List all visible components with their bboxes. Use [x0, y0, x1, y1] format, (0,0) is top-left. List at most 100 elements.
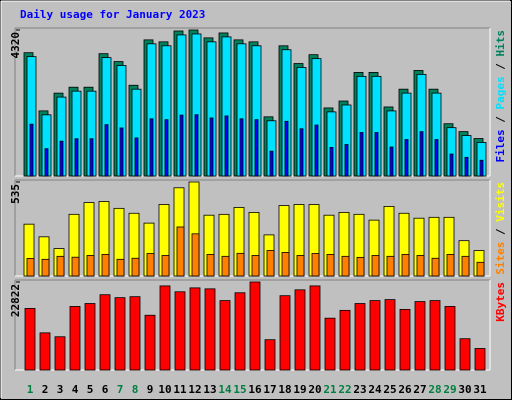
bar	[284, 120, 289, 177]
bar	[309, 285, 321, 371]
bar	[129, 296, 141, 371]
bar	[356, 256, 365, 277]
x-tick-label: 29	[443, 383, 456, 396]
bar	[474, 348, 486, 371]
x-tick-label: 12	[188, 383, 201, 396]
bar	[251, 255, 260, 277]
bar	[44, 148, 49, 177]
bar	[324, 317, 336, 371]
bar	[164, 119, 169, 177]
bar	[296, 255, 305, 277]
bar	[444, 306, 456, 371]
bar	[221, 255, 230, 277]
bar	[326, 253, 335, 277]
x-tick-label: 21	[323, 383, 337, 396]
bar	[429, 300, 441, 371]
legend: Files / Pages / Hits	[494, 30, 507, 163]
x-tick-label: 19	[293, 383, 306, 396]
x-tick-label: 22	[338, 383, 351, 396]
bar	[119, 127, 124, 177]
bar	[414, 301, 426, 371]
bar	[24, 308, 36, 371]
bar	[416, 255, 425, 277]
bar	[401, 253, 410, 277]
x-tick-label: 7	[117, 383, 124, 396]
bar	[249, 281, 261, 371]
chart-title: Daily usage for January 2023	[20, 8, 205, 21]
bar	[419, 131, 424, 177]
bar	[369, 300, 381, 371]
bar	[116, 258, 125, 277]
bar	[269, 150, 274, 177]
bar	[174, 291, 186, 371]
bar	[329, 147, 334, 177]
x-tick-label: 23	[353, 383, 366, 396]
bar	[341, 255, 350, 277]
legend-entry: Pages	[494, 76, 507, 109]
x-tick-label: 16	[248, 383, 262, 396]
bar	[69, 306, 81, 371]
x-tick-label: 9	[147, 383, 154, 396]
bar	[431, 257, 440, 277]
x-tick-label: 8	[132, 383, 139, 396]
bar	[159, 285, 171, 371]
bar	[476, 261, 485, 277]
bar	[146, 253, 155, 277]
bar	[294, 289, 306, 371]
bar	[279, 295, 291, 371]
bar	[224, 115, 229, 177]
bar	[459, 338, 471, 371]
bar	[161, 255, 170, 277]
bar	[39, 332, 51, 371]
legend-separator: /	[494, 110, 507, 130]
bar	[191, 233, 200, 277]
bar	[266, 250, 275, 277]
bar	[74, 138, 79, 177]
bar	[239, 118, 244, 177]
legend-entry: Hits	[494, 30, 507, 57]
bar	[29, 123, 34, 177]
bar	[144, 314, 156, 371]
bar	[234, 292, 246, 371]
x-tick-label: 28	[428, 383, 441, 396]
bar	[464, 156, 469, 177]
bar	[71, 256, 80, 277]
bar	[264, 339, 276, 371]
legend-separator: /	[494, 222, 507, 242]
bar	[86, 255, 95, 277]
bar	[189, 287, 201, 371]
bar	[54, 336, 66, 371]
bar	[254, 119, 259, 177]
bar	[219, 300, 231, 371]
bar	[374, 132, 379, 177]
bar	[359, 132, 364, 177]
bar	[399, 308, 411, 371]
bar	[179, 114, 184, 177]
bar	[104, 124, 109, 177]
y-tick-label: 535	[9, 184, 22, 204]
x-tick-label: 1	[27, 383, 34, 396]
legend-separator: /	[494, 57, 507, 77]
bar	[434, 139, 439, 177]
x-tick-label: 15	[233, 383, 246, 396]
bar	[314, 124, 319, 177]
bar	[371, 255, 380, 277]
legend-entry: Files	[494, 129, 507, 162]
x-tick-label: 2	[42, 383, 49, 396]
bar	[236, 252, 245, 277]
bar	[134, 137, 139, 177]
x-tick-label: 14	[218, 383, 232, 396]
bar	[99, 294, 111, 371]
x-tick-label: 3	[57, 383, 64, 396]
bar	[209, 117, 214, 177]
bar	[339, 309, 351, 371]
x-tick-label: 10	[158, 383, 171, 396]
bar	[311, 253, 320, 277]
x-tick-label: 18	[278, 383, 291, 396]
x-tick-label: 24	[368, 383, 382, 396]
legend: KBytes	[494, 282, 507, 322]
x-tick-label: 25	[383, 383, 396, 396]
x-tick-label: 26	[398, 383, 412, 396]
